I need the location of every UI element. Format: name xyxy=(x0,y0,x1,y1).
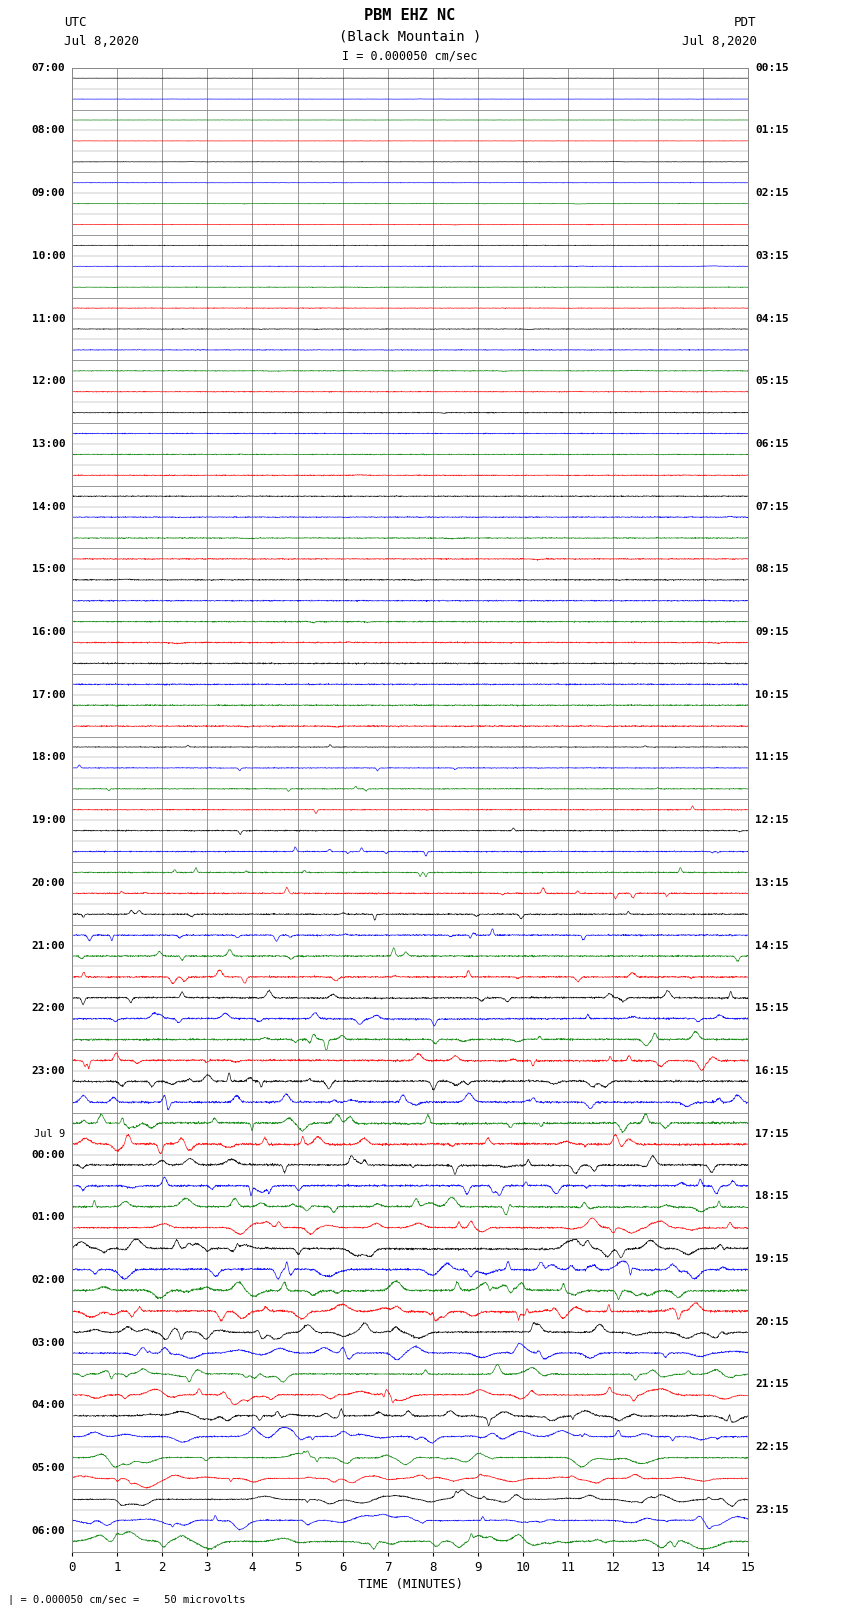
Text: 22:15: 22:15 xyxy=(755,1442,789,1452)
Text: 21:15: 21:15 xyxy=(755,1379,789,1389)
Text: 04:00: 04:00 xyxy=(31,1400,65,1410)
Text: 14:00: 14:00 xyxy=(31,502,65,511)
Text: 16:00: 16:00 xyxy=(31,627,65,637)
Text: 19:00: 19:00 xyxy=(31,815,65,826)
Text: 13:15: 13:15 xyxy=(755,877,789,887)
Text: 18:15: 18:15 xyxy=(755,1192,789,1202)
Text: ∣ = 0.000050 cm/sec =    50 microvolts: ∣ = 0.000050 cm/sec = 50 microvolts xyxy=(8,1595,246,1605)
Text: 12:00: 12:00 xyxy=(31,376,65,386)
Text: 19:15: 19:15 xyxy=(755,1253,789,1265)
Text: 11:15: 11:15 xyxy=(755,753,789,763)
Text: 06:15: 06:15 xyxy=(755,439,789,448)
Text: 08:00: 08:00 xyxy=(31,126,65,135)
Text: 09:15: 09:15 xyxy=(755,627,789,637)
Text: UTC: UTC xyxy=(64,16,86,29)
Text: 23:15: 23:15 xyxy=(755,1505,789,1515)
Text: 03:00: 03:00 xyxy=(31,1337,65,1348)
Text: 17:15: 17:15 xyxy=(755,1129,789,1139)
Text: (Black Mountain ): (Black Mountain ) xyxy=(339,29,481,44)
Text: Jul 8,2020: Jul 8,2020 xyxy=(682,35,756,48)
Text: PBM EHZ NC: PBM EHZ NC xyxy=(365,8,456,23)
Text: 17:00: 17:00 xyxy=(31,690,65,700)
Text: 00:15: 00:15 xyxy=(755,63,789,73)
Text: 23:00: 23:00 xyxy=(31,1066,65,1076)
Text: Jul 9: Jul 9 xyxy=(34,1129,65,1139)
Text: 02:00: 02:00 xyxy=(31,1274,65,1286)
Text: 14:15: 14:15 xyxy=(755,940,789,950)
Text: 20:00: 20:00 xyxy=(31,877,65,887)
Text: 11:00: 11:00 xyxy=(31,313,65,324)
Text: 05:15: 05:15 xyxy=(755,376,789,386)
Text: 12:15: 12:15 xyxy=(755,815,789,826)
Text: 20:15: 20:15 xyxy=(755,1316,789,1327)
Text: 04:15: 04:15 xyxy=(755,313,789,324)
Text: 22:00: 22:00 xyxy=(31,1003,65,1013)
Text: 06:00: 06:00 xyxy=(31,1526,65,1536)
Text: 18:00: 18:00 xyxy=(31,753,65,763)
Text: 08:15: 08:15 xyxy=(755,565,789,574)
Text: 07:00: 07:00 xyxy=(31,63,65,73)
Text: 00:00: 00:00 xyxy=(31,1150,65,1160)
Text: Jul 8,2020: Jul 8,2020 xyxy=(64,35,139,48)
Text: 13:00: 13:00 xyxy=(31,439,65,448)
Text: 02:15: 02:15 xyxy=(755,189,789,198)
Text: I = 0.000050 cm/sec: I = 0.000050 cm/sec xyxy=(343,50,478,63)
Text: 01:15: 01:15 xyxy=(755,126,789,135)
X-axis label: TIME (MINUTES): TIME (MINUTES) xyxy=(358,1578,462,1590)
Text: PDT: PDT xyxy=(734,16,756,29)
Text: 21:00: 21:00 xyxy=(31,940,65,950)
Text: 09:00: 09:00 xyxy=(31,189,65,198)
Text: 07:15: 07:15 xyxy=(755,502,789,511)
Text: 05:00: 05:00 xyxy=(31,1463,65,1473)
Text: 15:15: 15:15 xyxy=(755,1003,789,1013)
Text: 03:15: 03:15 xyxy=(755,252,789,261)
Text: 16:15: 16:15 xyxy=(755,1066,789,1076)
Text: 10:00: 10:00 xyxy=(31,252,65,261)
Text: 10:15: 10:15 xyxy=(755,690,789,700)
Text: 01:00: 01:00 xyxy=(31,1213,65,1223)
Text: 15:00: 15:00 xyxy=(31,565,65,574)
